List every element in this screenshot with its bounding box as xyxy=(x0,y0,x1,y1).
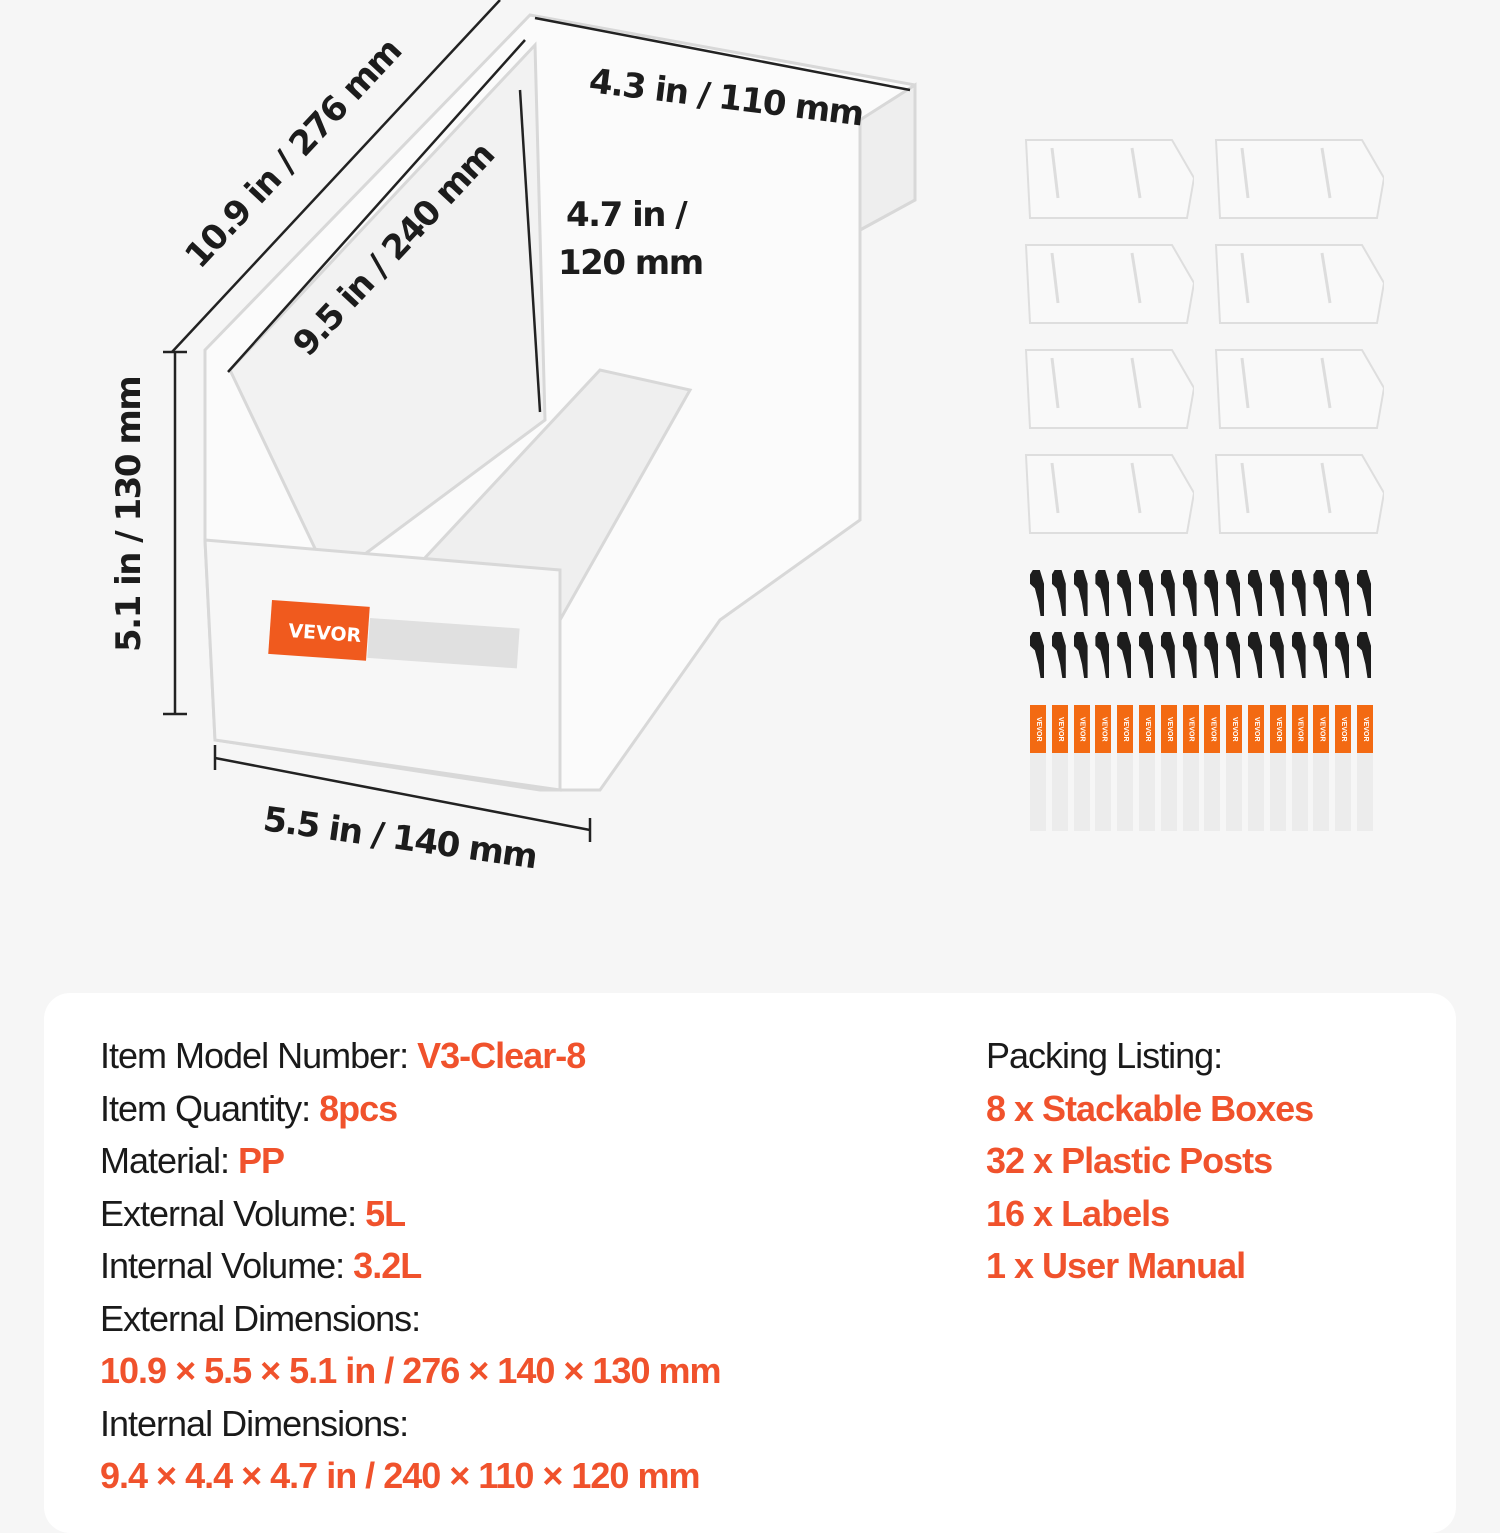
mini-box xyxy=(1212,138,1386,220)
label-strip: VEVOR xyxy=(1204,705,1221,831)
label-tag: VEVOR xyxy=(1030,705,1046,753)
spec-label: External Volume: xyxy=(100,1192,366,1234)
label-strip: VEVOR xyxy=(1051,705,1068,831)
packing-item: 32 x Plastic Posts xyxy=(986,1140,1273,1181)
packing-title: Packing Listing: xyxy=(986,1035,1223,1076)
mini-box xyxy=(1022,138,1196,220)
spec-row: External Dimensions: xyxy=(100,1293,720,1346)
storage-bin-image xyxy=(203,13,917,792)
label-strip: VEVOR xyxy=(1073,705,1090,831)
label-strip: VEVOR xyxy=(1139,705,1155,831)
vevor-logo: VEVOR xyxy=(288,620,363,647)
mini-box xyxy=(1022,348,1196,430)
spec-label: External Dimensions: xyxy=(100,1297,421,1339)
spec-row: Item Model Number: V3-Clear-8 xyxy=(100,1030,720,1083)
label-strip: VEVOR xyxy=(1182,705,1199,831)
label-tag: VEVOR xyxy=(1204,705,1221,753)
height-label: 5.1 in / 130 mm xyxy=(109,377,149,652)
label-strip: VEVOR xyxy=(1095,705,1112,831)
label-tag: VEVOR xyxy=(1248,705,1264,753)
inner-height-label-1: 4.7 in / xyxy=(566,195,688,235)
mini-box xyxy=(1022,453,1196,535)
label-tag: VEVOR xyxy=(1139,705,1155,753)
label-slot xyxy=(367,618,520,669)
spec-list: Item Model Number: V3-Clear-8 Item Quanti… xyxy=(100,1030,721,1503)
spec-row: Internal Dimensions: xyxy=(100,1398,720,1451)
label-tag: VEVOR xyxy=(1357,705,1373,753)
spec-label: Internal Dimensions: xyxy=(100,1402,409,1444)
spec-label: Item Quantity: xyxy=(100,1087,320,1129)
label-tag: VEVOR xyxy=(1335,705,1352,753)
spec-card xyxy=(44,993,1456,1533)
label-tag: VEVOR xyxy=(1095,705,1112,753)
label-strip: VEVOR xyxy=(1291,705,1308,831)
label-strip: VEVOR xyxy=(1030,705,1046,831)
label-strip: VEVOR xyxy=(1226,705,1243,831)
label-tag: VEVOR xyxy=(1291,705,1308,753)
mini-box xyxy=(1212,348,1386,430)
dimension-lines xyxy=(163,0,911,842)
spec-row: Internal Volume: 3.2L xyxy=(100,1240,720,1293)
mini-box xyxy=(1212,243,1386,325)
spec-value: 3.2L xyxy=(353,1245,422,1286)
spec-row: Item Quantity: 8pcs xyxy=(100,1083,720,1136)
spec-value: 10.9 × 5.5 × 5.1 in / 276 × 140 × 130 mm xyxy=(100,1350,721,1391)
spec-row: Material: PP xyxy=(100,1135,720,1188)
label-tag: VEVOR xyxy=(1269,705,1286,753)
spec-value: 8pcs xyxy=(319,1087,398,1129)
label-strip: VEVOR xyxy=(1335,705,1352,831)
label-tag: VEVOR xyxy=(1226,705,1243,753)
label-tag: VEVOR xyxy=(1313,705,1330,753)
spec-value: PP xyxy=(238,1140,285,1181)
spec-row: 10.9 × 5.5 × 5.1 in / 276 × 140 × 130 mm xyxy=(100,1345,721,1398)
product-illustration: VEVOR 10.9 in / 276 mm 9.5 in / 240 mm 4… xyxy=(109,0,917,877)
label-tag: VEVOR xyxy=(1182,705,1199,753)
label-strip: VEVOR xyxy=(1269,705,1286,831)
spec-label: Item Model Number: xyxy=(100,1035,418,1076)
label-tag: VEVOR xyxy=(1160,705,1177,753)
spec-value: 9.4 × 4.4 × 4.7 in / 240 × 110 × 120 mm xyxy=(100,1455,700,1496)
label-strip: VEVOR xyxy=(1248,705,1264,831)
spec-row: 9.4 × 4.4 × 4.7 in / 240 × 110 × 120 mm xyxy=(100,1450,720,1503)
label-tag: VEVOR xyxy=(1117,705,1134,753)
mini-box xyxy=(1022,243,1196,325)
label-strip: VEVOR xyxy=(1160,705,1177,831)
spec-row: External Volume: 5L xyxy=(100,1188,720,1241)
packing-list: Packing Listing: 8 x Stackable Boxes 32 … xyxy=(986,1030,1314,1293)
label-strip: VEVOR xyxy=(1357,705,1373,831)
packing-item: 1 x User Manual xyxy=(986,1245,1246,1286)
label-strip: VEVOR xyxy=(1313,705,1330,831)
spec-value: V3-Clear-8 xyxy=(417,1035,586,1076)
label-tag: VEVOR xyxy=(1073,705,1090,753)
packing-item: 16 x Labels xyxy=(986,1192,1170,1234)
label-strip: VEVOR xyxy=(1117,705,1134,831)
spec-label: Material: xyxy=(100,1140,239,1181)
spec-value: 5L xyxy=(365,1192,406,1234)
packing-item: 8 x Stackable Boxes xyxy=(986,1087,1314,1129)
spec-label: Internal Volume: xyxy=(100,1245,354,1286)
mini-box xyxy=(1212,453,1386,535)
vevor-label xyxy=(268,600,370,661)
inner-height-label-2: 120 mm xyxy=(558,243,703,283)
label-tag: VEVOR xyxy=(1051,705,1068,753)
